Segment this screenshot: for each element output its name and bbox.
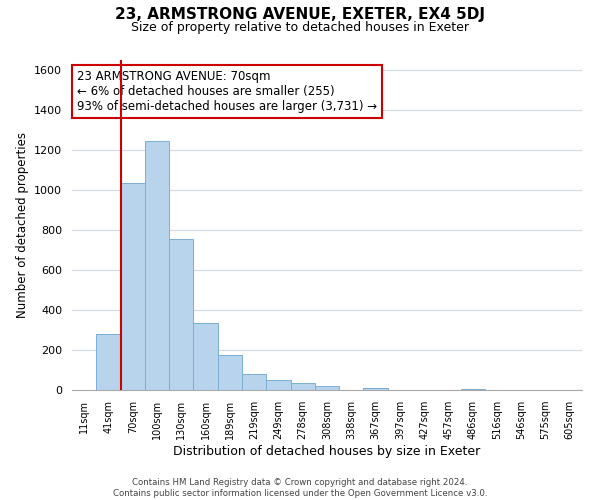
Y-axis label: Number of detached properties: Number of detached properties [16,132,29,318]
Text: Contains HM Land Registry data © Crown copyright and database right 2024.
Contai: Contains HM Land Registry data © Crown c… [113,478,487,498]
Bar [96,334,121,390]
Bar [364,388,388,390]
Bar [315,386,339,390]
Bar [145,141,169,390]
Bar [242,374,266,390]
Bar [193,323,218,390]
Text: 23, ARMSTRONG AVENUE, EXETER, EX4 5DJ: 23, ARMSTRONG AVENUE, EXETER, EX4 5DJ [115,8,485,22]
Bar [266,380,290,390]
Bar [121,183,145,390]
Text: 23 ARMSTRONG AVENUE: 70sqm
← 6% of detached houses are smaller (255)
93% of semi: 23 ARMSTRONG AVENUE: 70sqm ← 6% of detac… [77,70,377,113]
Bar [461,389,485,390]
X-axis label: Distribution of detached houses by size in Exeter: Distribution of detached houses by size … [173,445,481,458]
Bar [218,355,242,390]
Bar [169,239,193,390]
Text: Size of property relative to detached houses in Exeter: Size of property relative to detached ho… [131,21,469,34]
Bar [290,383,315,390]
